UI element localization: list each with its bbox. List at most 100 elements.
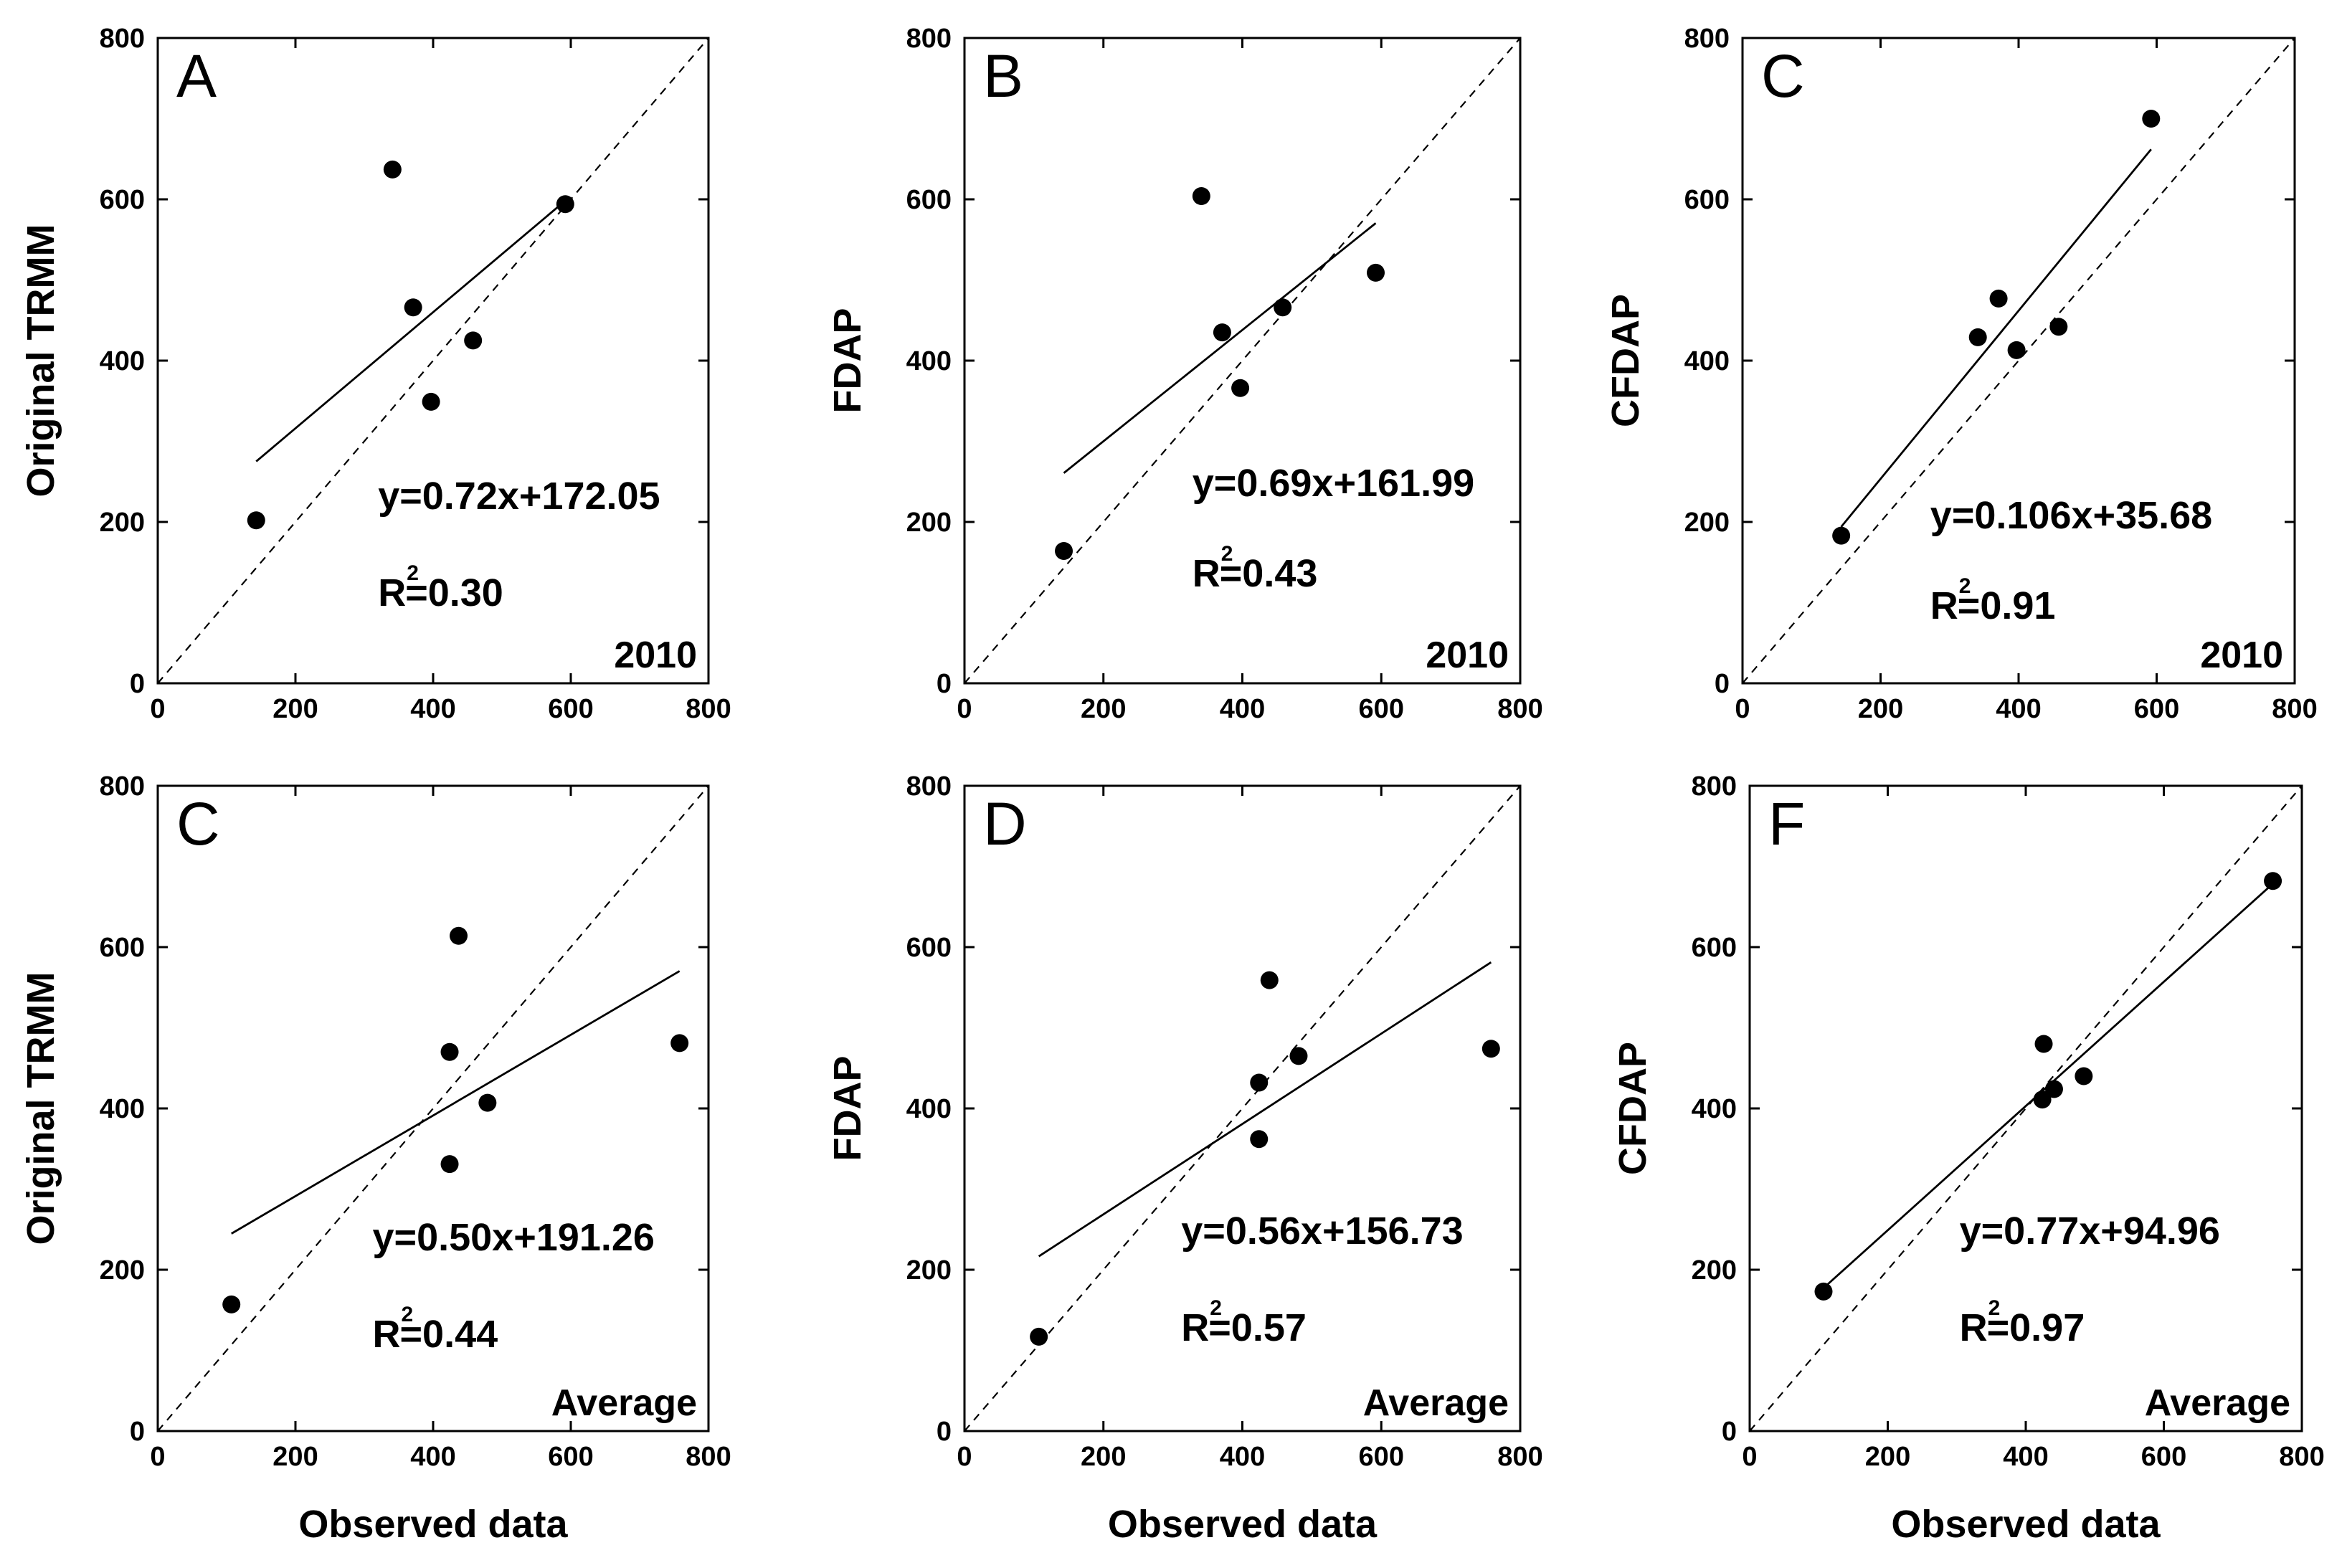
data-point xyxy=(1968,328,1987,346)
x-tick-label: 800 xyxy=(686,694,731,724)
x-tick-label: 800 xyxy=(2279,1442,2324,1472)
data-point xyxy=(464,331,483,350)
r-squared-superscript: 2 xyxy=(402,1303,414,1326)
y-tick-label: 800 xyxy=(906,771,952,802)
y-tick-label: 400 xyxy=(1692,1094,1737,1124)
data-point xyxy=(556,195,574,214)
data-point xyxy=(1814,1282,1833,1301)
y-axis-title: FDAP xyxy=(826,308,869,414)
x-tick-label: 400 xyxy=(2003,1442,2048,1472)
y-tick-label: 400 xyxy=(1684,346,1730,376)
data-point xyxy=(222,1295,241,1313)
r-squared-superscript: 2 xyxy=(407,561,419,585)
panel-2: 0 200 400 600 800 0 200 400 600 800 By=0.69x+161.9… xyxy=(826,24,1543,724)
x-tick-label: 800 xyxy=(1497,1442,1542,1472)
panel-3: 0 200 400 600 800 0 200 400 600 800 Cy=0.106x+35.6… xyxy=(1604,24,2318,724)
one-to-one-line xyxy=(1749,785,2303,1432)
r-squared-value: =0.43 xyxy=(1220,552,1318,595)
r-squared-value: =0.57 xyxy=(1208,1306,1307,1349)
data-point xyxy=(404,298,422,317)
r-squared-label: R xyxy=(1193,552,1220,595)
y-tick-label: 0 xyxy=(130,1417,145,1447)
r-squared-value: =0.44 xyxy=(400,1313,498,1356)
period-label: 2010 xyxy=(1426,635,1509,676)
data-point xyxy=(1231,379,1250,397)
data-point xyxy=(1989,289,2008,308)
y-tick-label: 800 xyxy=(100,771,145,802)
x-tick-label: 200 xyxy=(272,1442,318,1472)
regression-line xyxy=(1840,148,2152,528)
data-point xyxy=(1274,298,1292,317)
data-point xyxy=(1289,1047,1308,1065)
r-squared-value: =0.30 xyxy=(405,571,503,614)
x-tick-label: 400 xyxy=(410,694,455,724)
one-to-one-line xyxy=(964,785,1521,1432)
x-tick-label: 0 xyxy=(957,694,972,724)
period-label: Average xyxy=(551,1382,697,1424)
x-tick-label: 800 xyxy=(686,1442,731,1472)
regression-line xyxy=(255,199,566,462)
x-axis-title: Observed data xyxy=(298,1503,568,1546)
regression-equation: y=0.72x+172.05 xyxy=(378,475,660,518)
x-tick-label: 0 xyxy=(1735,694,1750,724)
one-to-one-line xyxy=(964,37,1521,684)
y-tick-label: 0 xyxy=(130,669,145,699)
y-tick-label: 0 xyxy=(1715,669,1730,699)
data-point xyxy=(2264,872,2282,890)
y-axis-title: Original TRMM xyxy=(19,972,62,1245)
regression-line xyxy=(1038,961,1492,1258)
regression-equation: y=0.56x+156.73 xyxy=(1181,1210,1463,1253)
x-tick-label: 200 xyxy=(1081,694,1126,724)
one-to-one-line xyxy=(157,785,709,1432)
y-tick-label: 600 xyxy=(906,933,952,963)
y-tick-label: 200 xyxy=(100,1255,145,1286)
x-tick-label: 600 xyxy=(2141,1442,2186,1472)
x-tick-label: 600 xyxy=(1359,694,1404,724)
data-point xyxy=(1481,1040,1500,1058)
data-point xyxy=(1250,1073,1269,1092)
regression-equation: y=0.50x+191.26 xyxy=(373,1216,655,1259)
data-point xyxy=(2142,110,2161,128)
x-tick-label: 800 xyxy=(2272,694,2317,724)
y-tick-label: 200 xyxy=(1684,508,1730,538)
y-tick-label: 800 xyxy=(1684,24,1730,54)
data-point xyxy=(1367,263,1385,282)
r-squared-label: R xyxy=(1181,1306,1209,1349)
r-squared-value: =0.91 xyxy=(1958,584,2056,627)
x-tick-label: 400 xyxy=(1220,1442,1265,1472)
panel-letter: C xyxy=(1761,42,1805,110)
data-point xyxy=(1250,1130,1269,1149)
data-point xyxy=(2075,1067,2093,1085)
y-tick-label: 200 xyxy=(100,508,145,538)
y-tick-label: 600 xyxy=(100,185,145,215)
regression-equation: y=0.69x+161.99 xyxy=(1193,462,1474,505)
regression-line xyxy=(231,970,681,1235)
panel-5: 0 200 400 600 800 0 200 400 600 800 Dy=0.56x+156.7… xyxy=(826,771,1543,1546)
x-tick-label: 0 xyxy=(957,1442,972,1472)
y-tick-label: 400 xyxy=(100,1094,145,1124)
period-label: Average xyxy=(1363,1382,1509,1424)
x-tick-label: 200 xyxy=(1858,694,1903,724)
x-tick-label: 600 xyxy=(548,694,593,724)
x-axis-title: Observed data xyxy=(1891,1503,2161,1546)
data-point xyxy=(422,392,440,411)
one-to-one-line xyxy=(1742,37,2295,684)
data-point xyxy=(1192,187,1210,205)
x-tick-label: 200 xyxy=(1865,1442,1910,1472)
x-tick-label: 800 xyxy=(1497,694,1542,724)
x-tick-label: 0 xyxy=(150,1442,165,1472)
data-point xyxy=(2049,318,2068,336)
data-point xyxy=(1832,526,1851,545)
data-point xyxy=(440,1042,459,1061)
data-point xyxy=(670,1034,689,1053)
r-squared-label: R xyxy=(378,571,406,614)
period-label: 2010 xyxy=(2200,635,2283,676)
y-tick-label: 600 xyxy=(1692,933,1737,963)
panel-4: 0 200 400 600 800 0 200 400 600 800 Cy=0.50x+191.2… xyxy=(19,771,731,1546)
y-tick-label: 400 xyxy=(906,346,952,376)
y-axis-title: FDAP xyxy=(826,1056,869,1161)
x-tick-label: 600 xyxy=(1359,1442,1404,1472)
data-point xyxy=(440,1155,459,1174)
data-point xyxy=(247,511,265,530)
